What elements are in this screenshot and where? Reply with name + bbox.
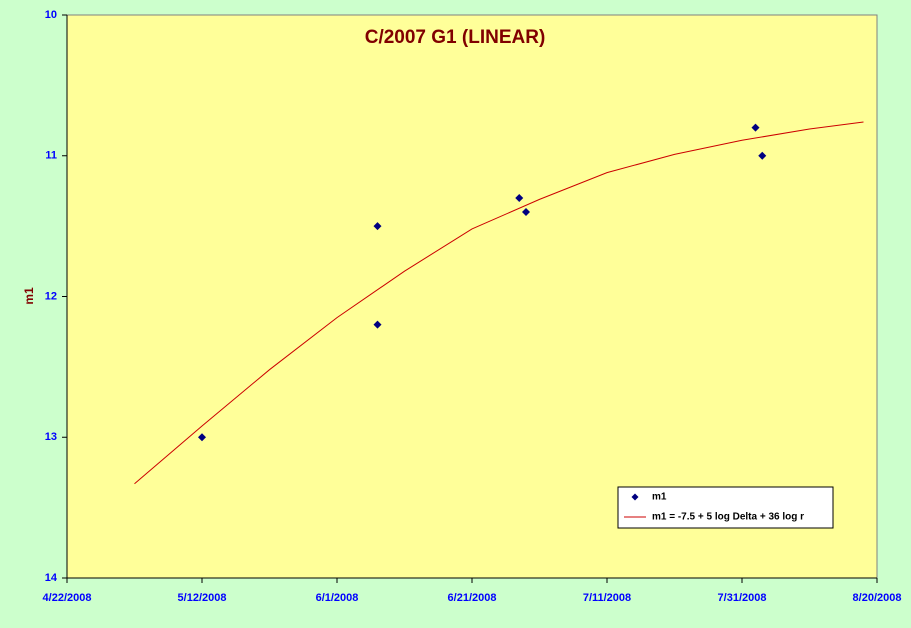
- data-point: [751, 123, 760, 132]
- y-axis-label: m1: [22, 287, 36, 305]
- y-tick-label: 10: [45, 9, 57, 21]
- data-point: [373, 320, 382, 329]
- x-tick-label: 8/20/2008: [853, 592, 902, 604]
- chart-title: C/2007 G1 (LINEAR): [365, 27, 546, 48]
- y-tick-label: 14: [45, 572, 58, 584]
- data-point: [198, 433, 206, 442]
- y-tick-label: 13: [45, 431, 57, 443]
- y-tick-label: 12: [45, 290, 57, 302]
- data-point: [758, 151, 767, 160]
- legend: [617, 486, 834, 529]
- y-tick-label: 11: [45, 150, 57, 162]
- data-point: [373, 222, 382, 231]
- x-tick-label: 5/12/2008: [178, 592, 227, 604]
- data-point: [522, 208, 530, 217]
- x-tick-label: 6/1/2008: [316, 592, 359, 604]
- x-tick-label: 4/22/2008: [43, 592, 92, 604]
- x-tick-label: 7/31/2008: [718, 592, 767, 604]
- legend-label: m1: [652, 492, 667, 503]
- legend-label: m1 = -7.5 + 5 log Delta + 36 log r: [652, 512, 804, 523]
- x-tick-label: 7/11/2008: [583, 592, 631, 604]
- legend-marker: [631, 493, 639, 501]
- data-point: [515, 193, 524, 202]
- plot-area: [66, 14, 878, 579]
- x-tick-label: 6/21/2008: [448, 592, 497, 604]
- fit-line: [134, 121, 864, 485]
